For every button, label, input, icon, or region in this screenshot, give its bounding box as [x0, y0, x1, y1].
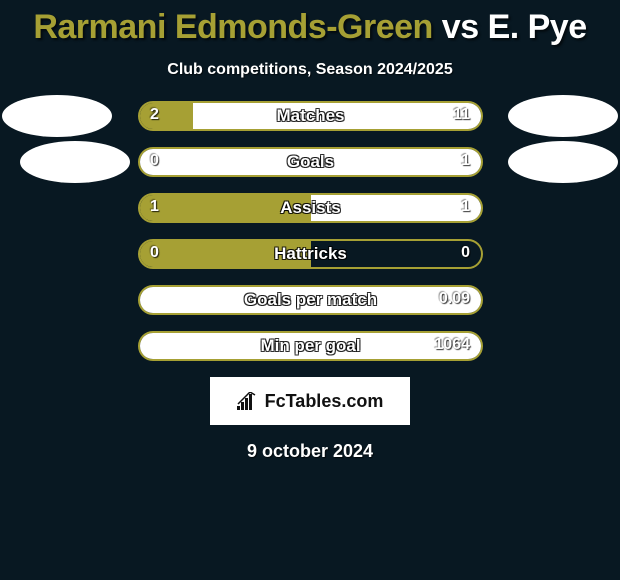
bar-track [138, 193, 483, 223]
bar-track [138, 239, 483, 269]
stat-row: 211Matches [0, 101, 620, 131]
player1-avatar [2, 95, 112, 137]
player2-fill [140, 287, 481, 313]
player2-value: 0.09 [439, 285, 470, 315]
vs-text: vs [442, 8, 479, 46]
bar-track [138, 101, 483, 131]
bar-track [138, 285, 483, 315]
branding-text: FcTables.com [265, 391, 384, 412]
bar-track [138, 147, 483, 177]
player2-value: 1 [461, 147, 470, 177]
player2-fill [311, 195, 482, 221]
player1-value: 0 [150, 239, 159, 269]
stat-row: 1064Min per goal [0, 331, 620, 361]
footer-date: 9 october 2024 [0, 441, 620, 462]
player2-value: 11 [453, 101, 470, 131]
player2-name: E. Pye [488, 8, 587, 46]
player1-value: 1 [150, 193, 159, 223]
comparison-chart: 211Matches01Goals11Assists00Hattricks0.0… [0, 101, 620, 361]
player1-value: 2 [150, 101, 159, 131]
player2-fill [140, 333, 481, 359]
player2-value: 1064 [434, 331, 470, 361]
bar-track [138, 331, 483, 361]
player1-fill [140, 195, 311, 221]
player1-name: Rarmani Edmonds-Green [33, 8, 432, 46]
branding-logo-icon [237, 392, 259, 410]
player2-value: 1 [461, 193, 470, 223]
stat-row: 00Hattricks [0, 239, 620, 269]
player1-fill [140, 241, 311, 267]
stat-row: 01Goals [0, 147, 620, 177]
player2-fill [140, 149, 481, 175]
page-title: Rarmani Edmonds-Green vs E. Pye [0, 0, 620, 47]
player2-fill [193, 103, 481, 129]
player1-fill [140, 103, 193, 129]
player1-value: 0 [150, 147, 159, 177]
subtitle: Club competitions, Season 2024/2025 [0, 61, 620, 79]
player1-avatar [20, 141, 130, 183]
player2-value: 0 [461, 239, 470, 269]
player2-avatar [508, 141, 618, 183]
stat-row: 0.09Goals per match [0, 285, 620, 315]
stat-row: 11Assists [0, 193, 620, 223]
player2-avatar [508, 95, 618, 137]
branding-badge: FcTables.com [210, 377, 410, 425]
